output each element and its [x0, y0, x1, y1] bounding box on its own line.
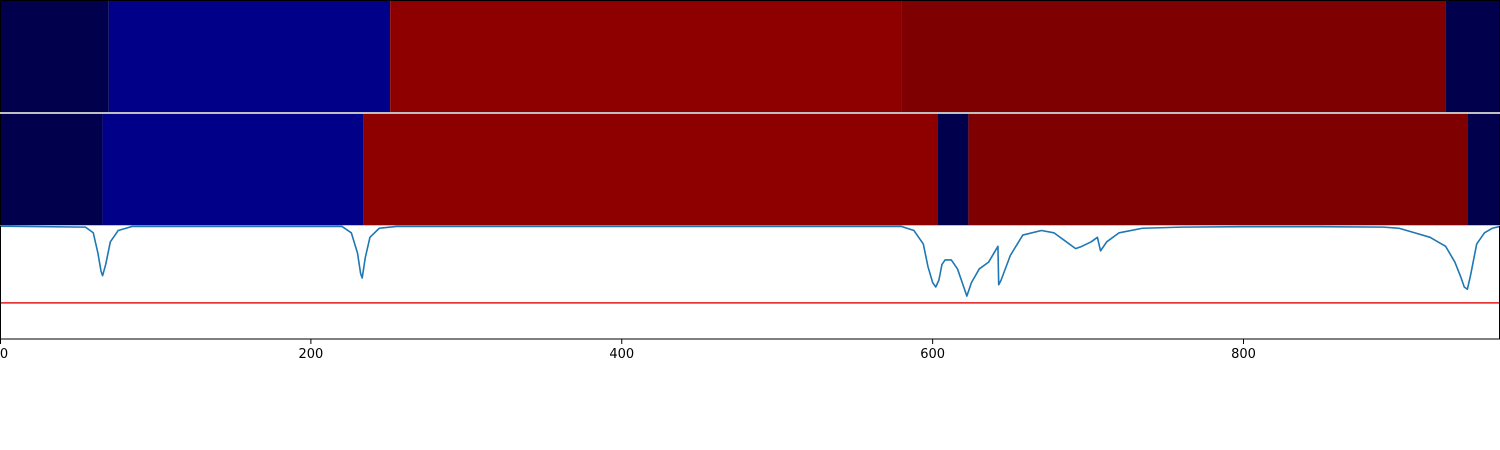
- heatmap-segment: [0, 0, 109, 113]
- heatmap-segment: [363, 113, 938, 226]
- x-tick-label: 400: [609, 347, 634, 362]
- x-tick-label: 200: [298, 347, 323, 362]
- heatmap-segment: [390, 0, 902, 113]
- heatmap-segment: [937, 113, 969, 226]
- line-plot-panel: [0, 225, 1500, 340]
- x-tick-label: 600: [920, 347, 945, 362]
- heatmap-segment: [108, 0, 391, 113]
- heatmap-segment: [1467, 113, 1500, 226]
- heatmap-segment: [901, 0, 1446, 113]
- series-line: [0, 225, 1500, 297]
- heatmap-panel-middle: [0, 112, 1500, 227]
- x-axis: 0 200 400 600 800: [0, 339, 1256, 362]
- heatmap-segment: [968, 113, 1468, 226]
- x-tick-label: 800: [1231, 347, 1256, 362]
- heatmap-panel-top: [0, 0, 1500, 113]
- x-tick-label: 0: [0, 347, 8, 362]
- heatmap-segment: [0, 113, 103, 226]
- heatmap-segment: [1445, 0, 1500, 113]
- heatmap-segment: [102, 113, 364, 226]
